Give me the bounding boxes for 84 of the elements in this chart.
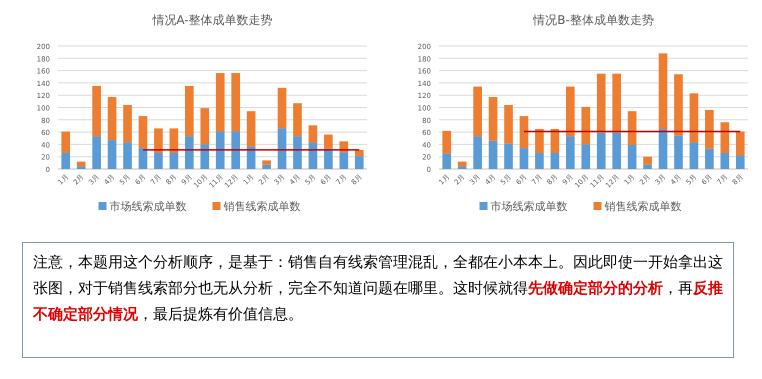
bar — [293, 103, 302, 136]
bar — [293, 136, 302, 169]
bar — [278, 88, 286, 128]
bar — [674, 74, 683, 136]
bar — [550, 129, 560, 154]
bar — [581, 144, 590, 169]
bar — [690, 142, 698, 169]
bar — [108, 140, 116, 169]
bar — [488, 140, 498, 169]
bar — [154, 128, 163, 154]
bar — [535, 129, 544, 154]
bar — [92, 136, 101, 169]
bar — [504, 144, 513, 169]
bar — [216, 131, 225, 169]
bar — [658, 129, 668, 169]
bar — [170, 153, 178, 169]
bar — [61, 153, 70, 169]
bar — [76, 162, 86, 167]
text: 注意，本题用这个分析顺序，是基于：销售自有线索管理混乱，全都在小本本上。因此即使一开始拿出这张图，对于销售线索部分也无从分析，完全不知道问题在哪里。这时候就得先做确定部分的分析，再反推不确定部分情况，最后提炼有价值信息。 — [33, 253, 723, 323]
bar — [720, 153, 730, 169]
bar — [720, 122, 730, 154]
bar — [246, 111, 256, 146]
bar — [612, 74, 621, 133]
bar — [231, 73, 240, 132]
bar — [690, 93, 698, 143]
bar — [200, 108, 210, 144]
bar — [458, 162, 466, 167]
bar — [628, 111, 636, 146]
bar — [231, 131, 240, 169]
bar — [643, 164, 652, 169]
bar — [262, 164, 271, 169]
bar — [643, 156, 652, 165]
bar — [185, 136, 194, 169]
bar — [736, 131, 745, 156]
bar — [705, 110, 714, 149]
bar — [308, 125, 318, 143]
bar — [535, 153, 544, 169]
legend-label: 市场线索成单数 — [110, 200, 186, 213]
bar — [123, 105, 132, 143]
bar — [354, 150, 364, 156]
bar — [262, 160, 271, 165]
bar — [216, 73, 225, 132]
bar — [278, 128, 286, 169]
bar — [581, 106, 590, 144]
chart-title: 情况A-整体成单数走势 — [151, 13, 273, 27]
bar — [442, 154, 452, 169]
bar — [736, 155, 745, 169]
bar — [488, 97, 498, 141]
bar — [442, 130, 452, 154]
bar — [520, 116, 528, 148]
legend-label: 销售线索成单数 — [222, 200, 300, 213]
bar — [674, 136, 683, 169]
bar — [154, 153, 163, 169]
bar — [92, 86, 101, 136]
bar — [705, 148, 714, 169]
bar — [185, 86, 194, 136]
bar — [566, 86, 575, 136]
bar — [170, 128, 178, 154]
bar — [473, 136, 482, 169]
bar — [308, 142, 318, 169]
bar — [246, 146, 256, 169]
bar — [473, 86, 482, 136]
bar — [200, 144, 210, 169]
bar — [612, 132, 621, 169]
chart-title: 情况B-整体成单数走势 — [532, 13, 654, 27]
bar — [628, 145, 636, 169]
bar — [108, 97, 116, 140]
bar — [123, 142, 132, 169]
bar — [340, 152, 348, 169]
bar — [324, 134, 333, 149]
bar — [61, 131, 70, 154]
bar — [138, 148, 148, 169]
bar — [324, 148, 333, 169]
bar — [138, 116, 148, 148]
bar — [520, 148, 528, 169]
legend-label: 市场线索成单数 — [490, 200, 568, 213]
bar — [550, 153, 560, 169]
bar — [504, 105, 513, 144]
bar — [354, 156, 364, 169]
bar — [596, 132, 606, 169]
legend-label: 销售线索成单数 — [604, 200, 682, 213]
bar — [566, 136, 575, 169]
bar — [658, 53, 668, 130]
bar — [596, 74, 606, 133]
